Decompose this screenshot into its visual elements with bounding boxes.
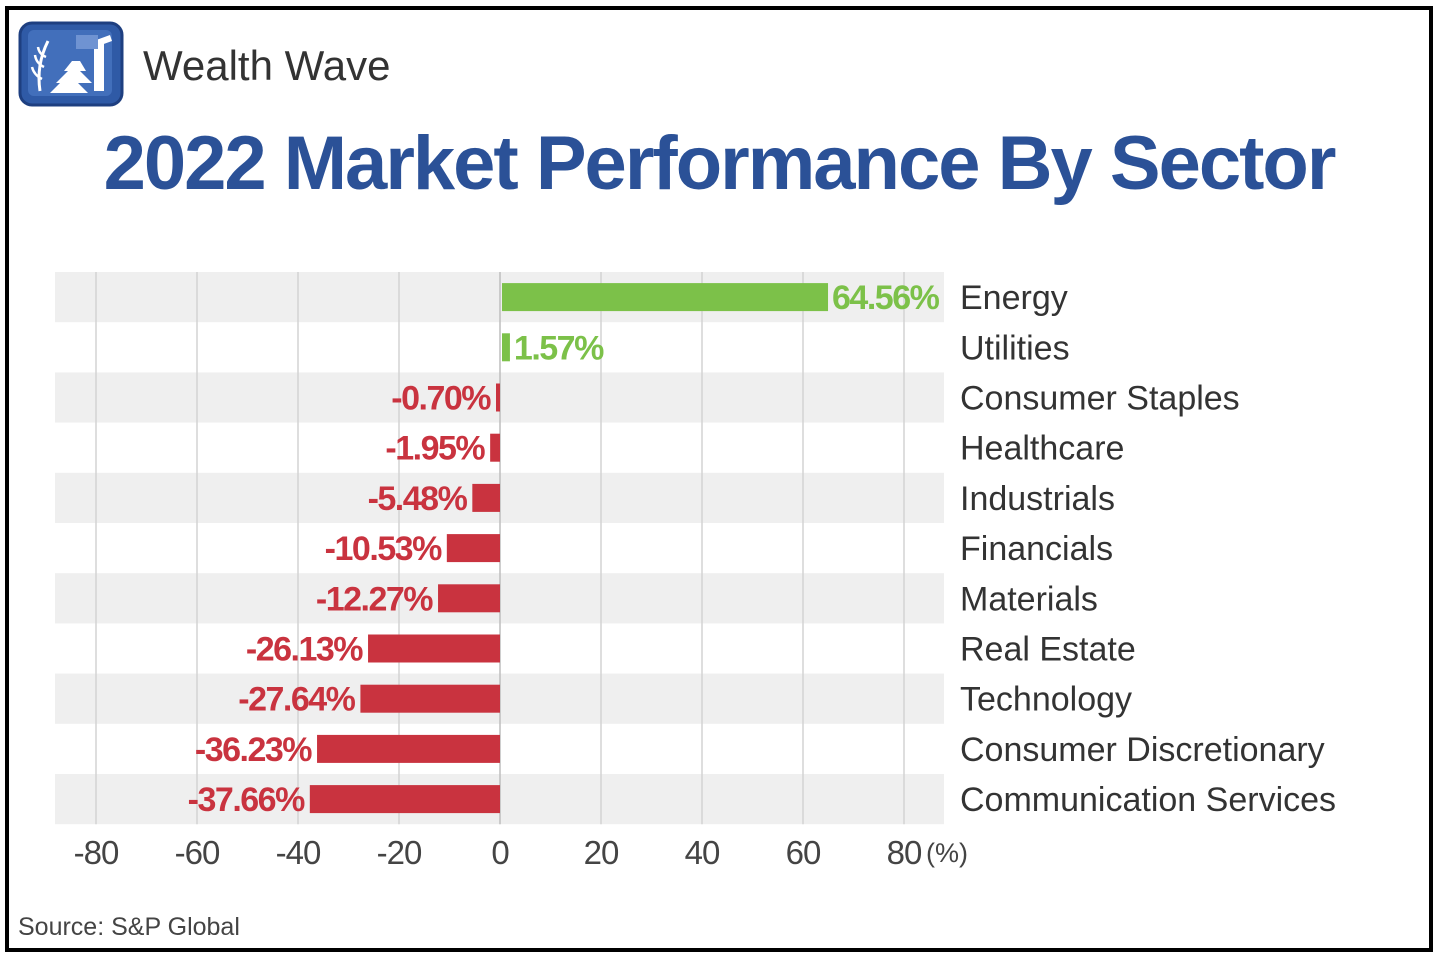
category-label: Healthcare xyxy=(960,430,1124,468)
value-label: 1.57% xyxy=(514,329,604,367)
category-label: Communication Services xyxy=(960,781,1336,819)
category-label: Materials xyxy=(960,580,1098,618)
bar xyxy=(502,333,510,362)
bar xyxy=(472,483,500,512)
value-label: -0.70% xyxy=(391,380,491,418)
x-tick-label: -20 xyxy=(377,834,422,871)
category-label: Financials xyxy=(960,530,1113,568)
bar xyxy=(309,785,500,814)
row-stripes xyxy=(55,272,944,825)
x-tick-label: 40 xyxy=(685,834,720,871)
x-tick-label: 80 xyxy=(887,834,922,871)
value-label: 64.56% xyxy=(832,279,940,317)
value-label: -36.23% xyxy=(195,731,312,769)
value-label: -10.53% xyxy=(325,530,442,568)
category-label: Utilities xyxy=(960,329,1070,367)
category-label: Industrials xyxy=(960,480,1115,518)
grid-lines xyxy=(95,272,905,825)
bar xyxy=(502,283,829,312)
category-label: Energy xyxy=(960,279,1068,317)
category-label: Consumer Discretionary xyxy=(960,731,1325,769)
x-tick-label: 60 xyxy=(786,834,821,871)
bar xyxy=(496,383,500,412)
x-tick-label: -40 xyxy=(276,834,321,871)
bar xyxy=(317,734,500,763)
value-label: -5.48% xyxy=(368,480,468,518)
bar xyxy=(360,684,500,713)
bar xyxy=(368,634,500,663)
value-label: -27.64% xyxy=(238,681,355,719)
bar xyxy=(446,534,500,563)
x-tick-label: -60 xyxy=(175,834,220,871)
wealth-wave-logo-icon xyxy=(18,21,124,107)
category-label: Technology xyxy=(960,681,1132,719)
category-label: Consumer Staples xyxy=(960,380,1240,418)
bar xyxy=(438,584,500,613)
x-tick-label: 20 xyxy=(584,834,619,871)
x-tick-label: 0 xyxy=(491,834,509,871)
value-labels: 64.56% 1.57% -0.70% -1.95% -5.48% -10.53% -12.… xyxy=(188,279,941,819)
chart-title: 2022 Market Performance By Sector xyxy=(103,121,1337,206)
category-labels: Energy Utilities Consumer Staples Healthcar… xyxy=(960,279,1336,819)
value-label: -26.13% xyxy=(246,631,363,669)
x-tick-label: -80 xyxy=(74,834,119,871)
x-axis-ticks: -80 -60 -40 -20 0 20 40 60 80 (%) xyxy=(74,834,968,871)
x-unit-label: (%) xyxy=(926,838,968,868)
value-label: -12.27% xyxy=(316,580,433,618)
value-label: -1.95% xyxy=(385,430,485,468)
brand-name: Wealth Wave xyxy=(143,42,391,89)
category-label: Real Estate xyxy=(960,631,1136,669)
bar xyxy=(490,433,500,462)
bars xyxy=(309,283,829,814)
value-label: -37.66% xyxy=(188,781,305,819)
source-note: Source: S&P Global xyxy=(18,913,240,941)
